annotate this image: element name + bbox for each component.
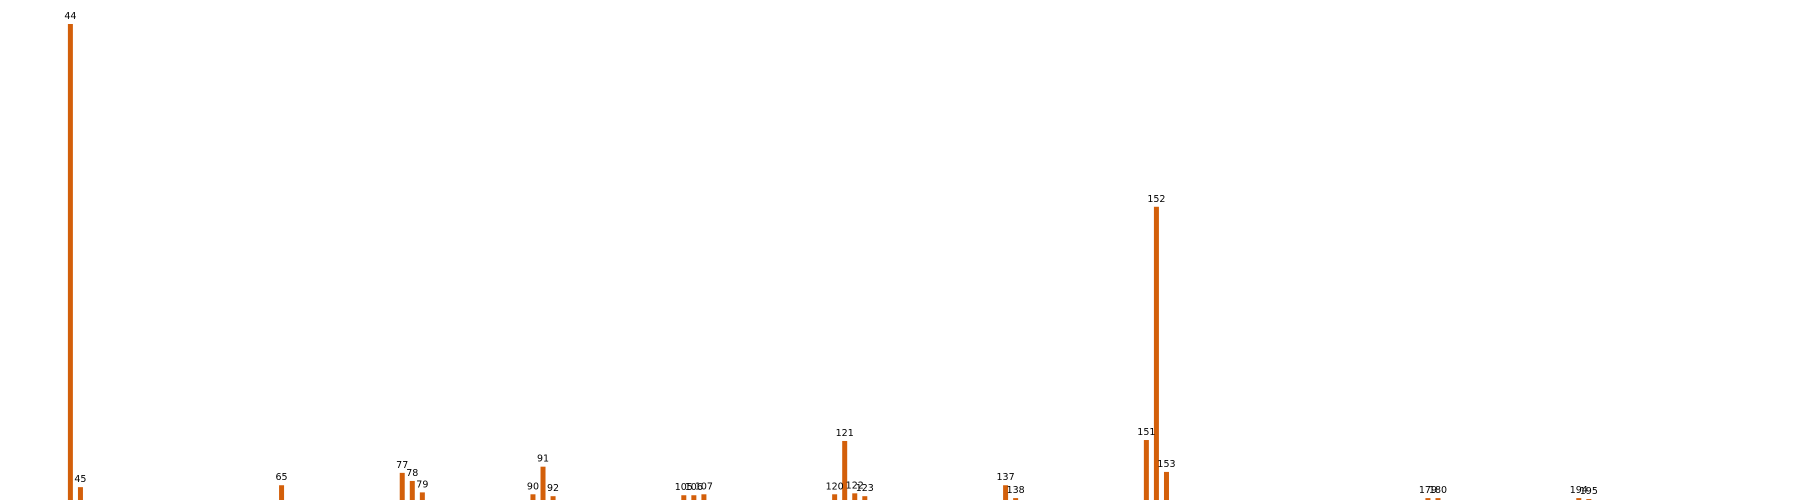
bar-92 [550, 496, 556, 500]
bar-107 [701, 494, 707, 500]
bar-180 [1435, 498, 1441, 500]
bar-78 [409, 480, 415, 500]
bar-label-195: 195 [1580, 486, 1598, 497]
bar-label-45: 45 [74, 474, 86, 485]
bar-123 [862, 496, 868, 500]
bar-label-123: 123 [856, 483, 874, 494]
bar-label-105: 105 [675, 482, 693, 493]
bar-65 [279, 485, 285, 500]
bar-106 [691, 495, 697, 500]
bar-79 [419, 492, 425, 500]
bar-105 [681, 495, 687, 500]
bar-label-194: 194 [1570, 485, 1588, 496]
bar-label-180: 180 [1429, 485, 1447, 496]
bar-label-120: 120 [826, 481, 844, 492]
bar-152 [1153, 206, 1159, 500]
bar-138 [1013, 498, 1019, 500]
bar-label-44: 44 [64, 11, 76, 22]
bar-137 [1003, 485, 1009, 500]
bar-44 [67, 24, 73, 500]
bar-label-151: 151 [1137, 427, 1155, 438]
bar-77 [399, 472, 405, 500]
bar-122 [852, 493, 858, 500]
bar-label-153: 153 [1157, 459, 1175, 470]
bar-179 [1425, 498, 1431, 500]
bar-label-179: 179 [1419, 485, 1437, 496]
bar-120 [832, 494, 838, 500]
bar-label-90: 90 [527, 481, 539, 492]
bar-label-79: 79 [416, 479, 428, 490]
bar-label-77: 77 [396, 460, 408, 471]
bar-91 [540, 466, 546, 500]
bar-label-122: 122 [846, 480, 864, 491]
bar-label-65: 65 [276, 472, 288, 483]
bar-121 [842, 440, 848, 500]
bar-label-92: 92 [547, 483, 559, 494]
bar-45 [77, 487, 83, 500]
bar-label-78: 78 [406, 468, 418, 479]
bar-label-91: 91 [537, 454, 549, 465]
bar-label-106: 106 [685, 482, 703, 493]
bars-layer [67, 24, 1592, 500]
bar-194 [1576, 498, 1582, 500]
bar-label-107: 107 [695, 481, 713, 492]
bar-label-137: 137 [997, 472, 1015, 483]
bar-label-138: 138 [1007, 485, 1025, 496]
bar-label-152: 152 [1147, 194, 1165, 205]
bar-label-121: 121 [836, 428, 854, 439]
bar-151 [1143, 440, 1149, 500]
bar-153 [1163, 471, 1169, 500]
bar-90 [530, 494, 536, 500]
